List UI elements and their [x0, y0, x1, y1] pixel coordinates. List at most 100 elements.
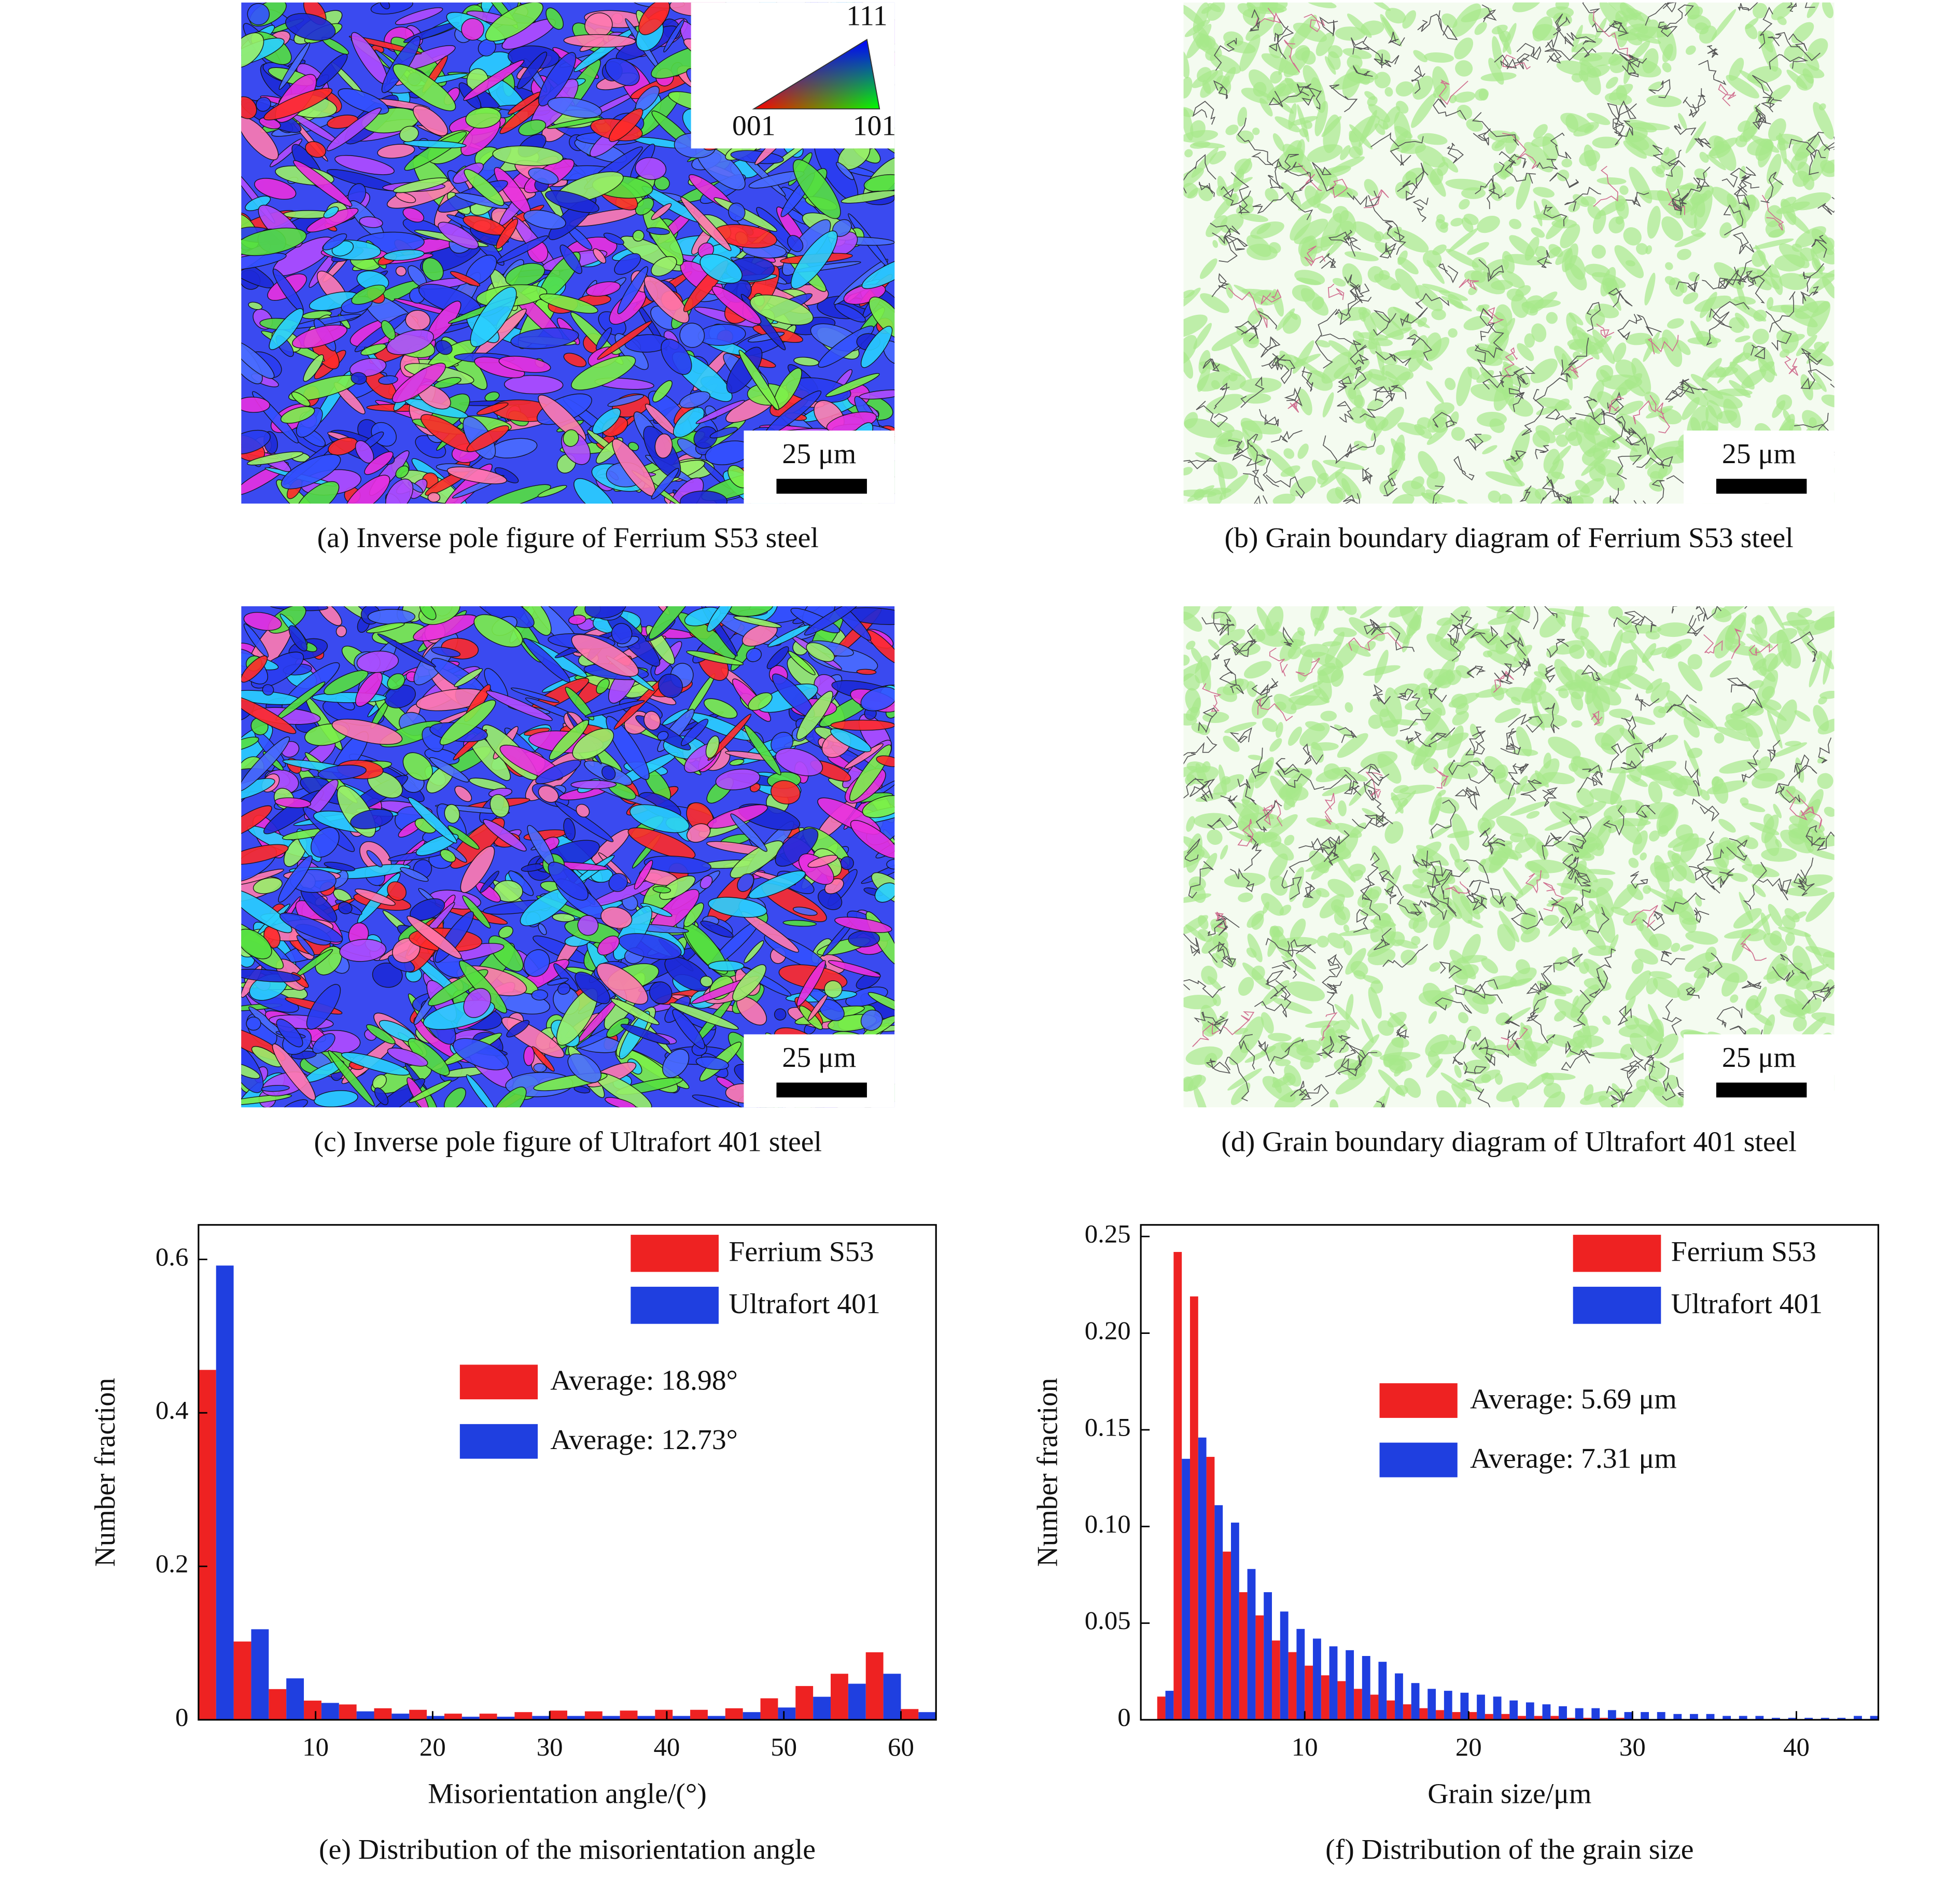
- bar: [1509, 1700, 1518, 1720]
- grain: [611, 623, 633, 645]
- boundary: [1530, 1007, 1556, 1044]
- grain: [1611, 907, 1629, 916]
- grain: [1665, 165, 1684, 193]
- grain: [1207, 3, 1222, 12]
- grain: [1454, 1065, 1462, 1078]
- grain: [306, 984, 341, 1030]
- grain: [1542, 772, 1575, 785]
- grain: [1260, 1046, 1276, 1055]
- annotation-swatch: [459, 1365, 538, 1400]
- bar: [1411, 1683, 1420, 1720]
- grain: [1332, 1020, 1351, 1034]
- boundary: [1533, 606, 1558, 630]
- grain: [1451, 1083, 1472, 1105]
- grain: [477, 402, 509, 415]
- boundary: [1434, 997, 1473, 1014]
- grain: [1289, 867, 1304, 902]
- grain: [1767, 154, 1782, 184]
- grain: [1786, 611, 1810, 631]
- grain: [1275, 116, 1300, 133]
- grain: [1571, 910, 1596, 926]
- grain: [545, 190, 599, 213]
- grain: [576, 804, 590, 818]
- grain: [1376, 444, 1385, 455]
- boundary: [1542, 830, 1587, 860]
- grain: [1499, 910, 1520, 942]
- bar: [1566, 1718, 1575, 1720]
- boundary: [1505, 606, 1530, 623]
- grain: [744, 940, 764, 964]
- grain: [1426, 427, 1448, 445]
- grain: [1246, 681, 1257, 697]
- grain: [1373, 912, 1391, 929]
- boundary: [1439, 961, 1462, 979]
- grain: [364, 451, 394, 475]
- grain: [1435, 797, 1460, 814]
- grain: [1648, 781, 1663, 803]
- grain: [1476, 370, 1494, 383]
- grain: [1261, 53, 1300, 76]
- boundary: [1237, 819, 1254, 846]
- grain: [1264, 814, 1298, 841]
- bar: [1189, 1296, 1198, 1720]
- grain: [496, 235, 549, 263]
- bar: [1239, 1592, 1248, 1720]
- x-tick-label: 10: [1292, 1732, 1318, 1761]
- grain: [1534, 671, 1549, 680]
- grain: [1216, 432, 1233, 445]
- grain: [1243, 393, 1271, 404]
- boundary: [1268, 17, 1294, 60]
- boundary: [1550, 132, 1572, 159]
- grain: [766, 646, 789, 670]
- boundary: [1447, 633, 1461, 662]
- grain: [600, 907, 633, 929]
- boundary: [1323, 435, 1352, 464]
- bar: [725, 1708, 743, 1720]
- grain: [400, 867, 429, 882]
- x-tick-label: 10: [302, 1732, 329, 1761]
- grain: [1185, 1046, 1223, 1065]
- grain: [1531, 323, 1547, 342]
- grain: [1592, 136, 1620, 149]
- boundary: [1412, 198, 1429, 222]
- grain: [1347, 13, 1372, 38]
- boundary: [1830, 383, 1835, 388]
- grain: [447, 825, 480, 850]
- grain: [1617, 1085, 1647, 1108]
- grain: [1761, 686, 1775, 700]
- grain: [1555, 802, 1589, 814]
- boundary: [1357, 763, 1390, 782]
- boundary: [1660, 951, 1685, 966]
- boundary: [1348, 632, 1403, 651]
- grain: [1690, 373, 1724, 399]
- boundary: [1225, 1056, 1249, 1102]
- grain: [1598, 198, 1627, 216]
- boundary: [1192, 1022, 1221, 1047]
- grain: [1426, 381, 1444, 403]
- grain: [1312, 618, 1325, 631]
- y-tick-label: 0.25: [1085, 1219, 1131, 1248]
- grain: [782, 920, 817, 927]
- grain: [1329, 156, 1365, 173]
- boundary: [1743, 861, 1767, 910]
- grain: [1516, 775, 1528, 794]
- grain: [338, 901, 353, 914]
- grain: [439, 700, 496, 746]
- bar: [1788, 1718, 1797, 1720]
- grain: [1677, 248, 1691, 260]
- grain: [1448, 1035, 1457, 1045]
- grain: [595, 327, 612, 351]
- boundary: [1695, 861, 1722, 884]
- boundary: [1676, 274, 1700, 293]
- grain: [1441, 296, 1472, 312]
- grain: [1288, 726, 1303, 746]
- boundary: [1383, 469, 1398, 497]
- grain: [750, 295, 814, 326]
- boundary: [1617, 1005, 1632, 1026]
- grain: [1675, 824, 1693, 841]
- grain: [1339, 929, 1379, 936]
- grain: [1718, 837, 1731, 850]
- grain: [1618, 400, 1644, 415]
- grain: [1284, 1065, 1301, 1087]
